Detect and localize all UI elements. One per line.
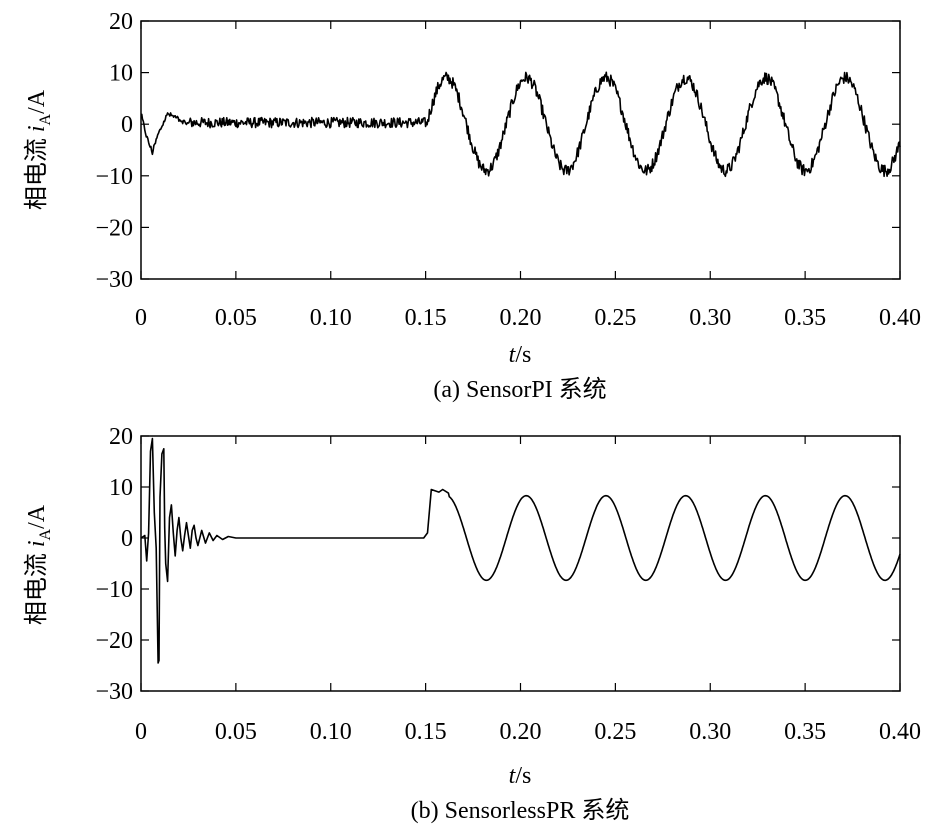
x-axis-title: t/s — [509, 763, 532, 789]
y-tick-label: 10 — [109, 61, 133, 87]
x-tick-label: 0.20 — [500, 305, 542, 331]
y-tick-label: −10 — [95, 164, 133, 190]
series-line — [140, 437, 901, 664]
panel-a: 0 0.05 0.10 0.15 0.20 0.25 0.30 0.35 0.40 20100−… — [23, 9, 921, 403]
y-tick-label: 0 — [121, 112, 133, 138]
y-tick-label: −30 — [95, 267, 133, 293]
x-tick-label: 0.40 — [879, 305, 921, 331]
y-axis-title: 相电流 iA/A — [23, 89, 54, 210]
caption: (a) SensorPI 系统 — [433, 376, 606, 403]
x-tick-label: 0.30 — [689, 719, 731, 745]
y-tick-label: −20 — [95, 628, 133, 654]
y-tick-label: 10 — [109, 475, 133, 501]
x-tick-label: 0.05 — [215, 305, 257, 331]
x-tick-label: 0.05 — [215, 719, 257, 745]
y-tick-label: 20 — [109, 424, 133, 450]
x-tick-labels: 0 0.05 0.10 0.15 0.20 0.25 0.30 0.35 0.40 — [135, 305, 921, 331]
y-tick-label: −10 — [95, 577, 133, 603]
y-tick-labels: 20 10 0 −10 −20 −30 — [95, 9, 133, 293]
y-tick-label: 0 — [121, 526, 133, 552]
y-tick-labels: 20 10 0 −10 −20 −30 — [95, 424, 133, 705]
plot-frame — [140, 20, 901, 280]
panel-b: 0 0.05 0.10 0.15 0.20 0.25 0.30 0.35 0.40 20100−… — [23, 424, 921, 824]
x-tick-label: 0 — [135, 719, 147, 745]
plot-frame — [140, 435, 901, 692]
series-line — [140, 71, 901, 178]
x-tick-label: 0.25 — [594, 719, 636, 745]
x-tick-label: 0.20 — [500, 719, 542, 745]
x-axis-title: t/s — [509, 342, 532, 368]
y-axis-title: 相电流 iA/A — [23, 504, 54, 625]
x-tick-label: 0.35 — [784, 305, 826, 331]
x-tick-label: 0.30 — [689, 305, 731, 331]
x-tick-label: 0.15 — [405, 719, 447, 745]
x-tick-label: 0.10 — [310, 719, 352, 745]
tick-marks — [140, 20, 901, 280]
x-tick-label: 0.15 — [405, 305, 447, 331]
y-tick-label: −30 — [95, 679, 133, 705]
x-tick-labels: 0 0.05 0.10 0.15 0.20 0.25 0.30 0.35 0.40 — [135, 719, 921, 745]
x-tick-label: 0.10 — [310, 305, 352, 331]
y-tick-label: 20 — [109, 9, 133, 35]
x-tick-label: 0 — [135, 305, 147, 331]
x-tick-label: 0.35 — [784, 719, 826, 745]
tick-marks — [140, 435, 901, 692]
caption: (b) SensorlessPR 系统 — [411, 797, 630, 824]
y-tick-label: −20 — [95, 215, 133, 241]
x-tick-label: 0.40 — [879, 719, 921, 745]
x-tick-label: 0.25 — [594, 305, 636, 331]
